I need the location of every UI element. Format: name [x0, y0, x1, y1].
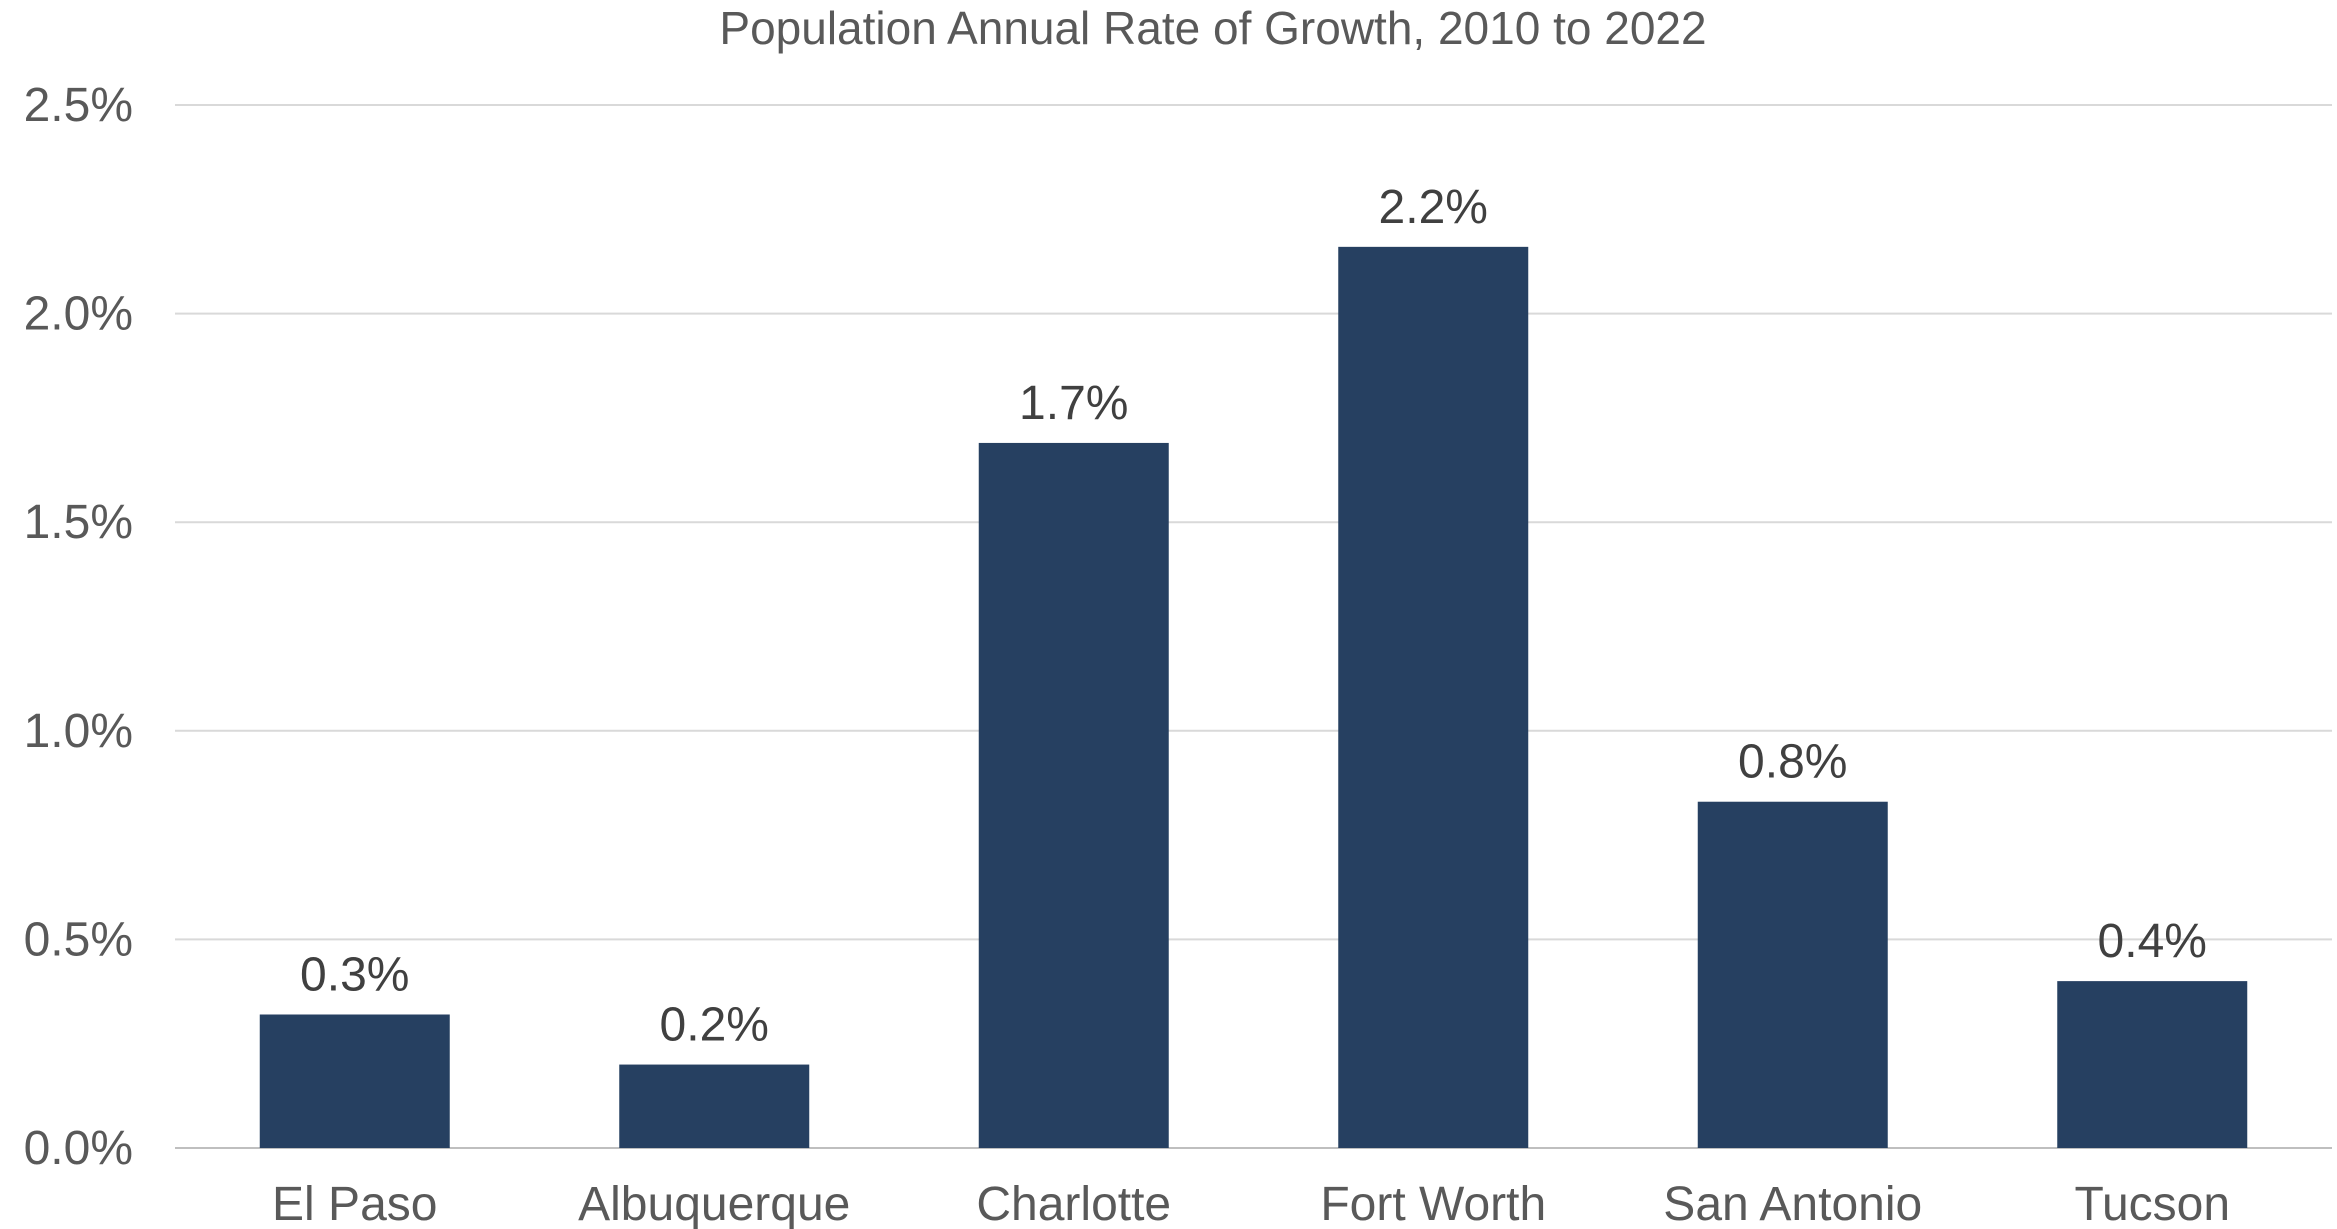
bar-charlotte: [978, 442, 1169, 1148]
y-tick-label: 1.5%: [24, 496, 133, 549]
data-label: 2.2%: [1379, 181, 1488, 234]
data-label: 0.2%: [660, 999, 769, 1052]
bar-albuquerque: [619, 1064, 810, 1148]
category-label: Fort Worth: [1320, 1178, 1546, 1229]
x-axis-category-labels: El Paso Albuquerque Charlotte Fort Worth San…: [272, 1178, 2230, 1229]
category-label: San Antonio: [1663, 1178, 1922, 1229]
bar-fort-worth: [1338, 246, 1529, 1148]
chart-title: Population Annual Rate of Growth, 2010 t…: [719, 2, 1706, 54]
category-label: Charlotte: [976, 1178, 1171, 1229]
data-label: 0.8%: [1738, 736, 1847, 789]
y-tick-label: 0.5%: [24, 913, 133, 966]
y-tick-label: 2.0%: [24, 288, 133, 341]
bar-el-paso: [259, 1014, 450, 1148]
bar-tucson: [2057, 981, 2248, 1148]
data-label: 1.7%: [1019, 377, 1128, 430]
y-tick-label: 0.0%: [24, 1122, 133, 1175]
bar-san-antonio: [1697, 801, 1888, 1148]
category-label: El Paso: [272, 1178, 437, 1229]
bars: [259, 246, 2248, 1148]
data-label: 0.3%: [300, 948, 409, 1001]
y-tick-label: 2.5%: [24, 79, 133, 132]
gridlines: [175, 104, 2332, 1149]
category-label: Albuquerque: [578, 1178, 850, 1229]
y-tick-label: 1.0%: [24, 705, 133, 758]
data-labels: 0.3% 0.2% 1.7% 2.2% 0.8% 0.4%: [300, 181, 2207, 1052]
category-label: Tucson: [2074, 1178, 2230, 1229]
y-axis-tick-labels: 0.0% 0.5% 1.0% 1.5% 2.0% 2.5%: [24, 79, 133, 1175]
data-label: 0.4%: [2098, 915, 2207, 968]
